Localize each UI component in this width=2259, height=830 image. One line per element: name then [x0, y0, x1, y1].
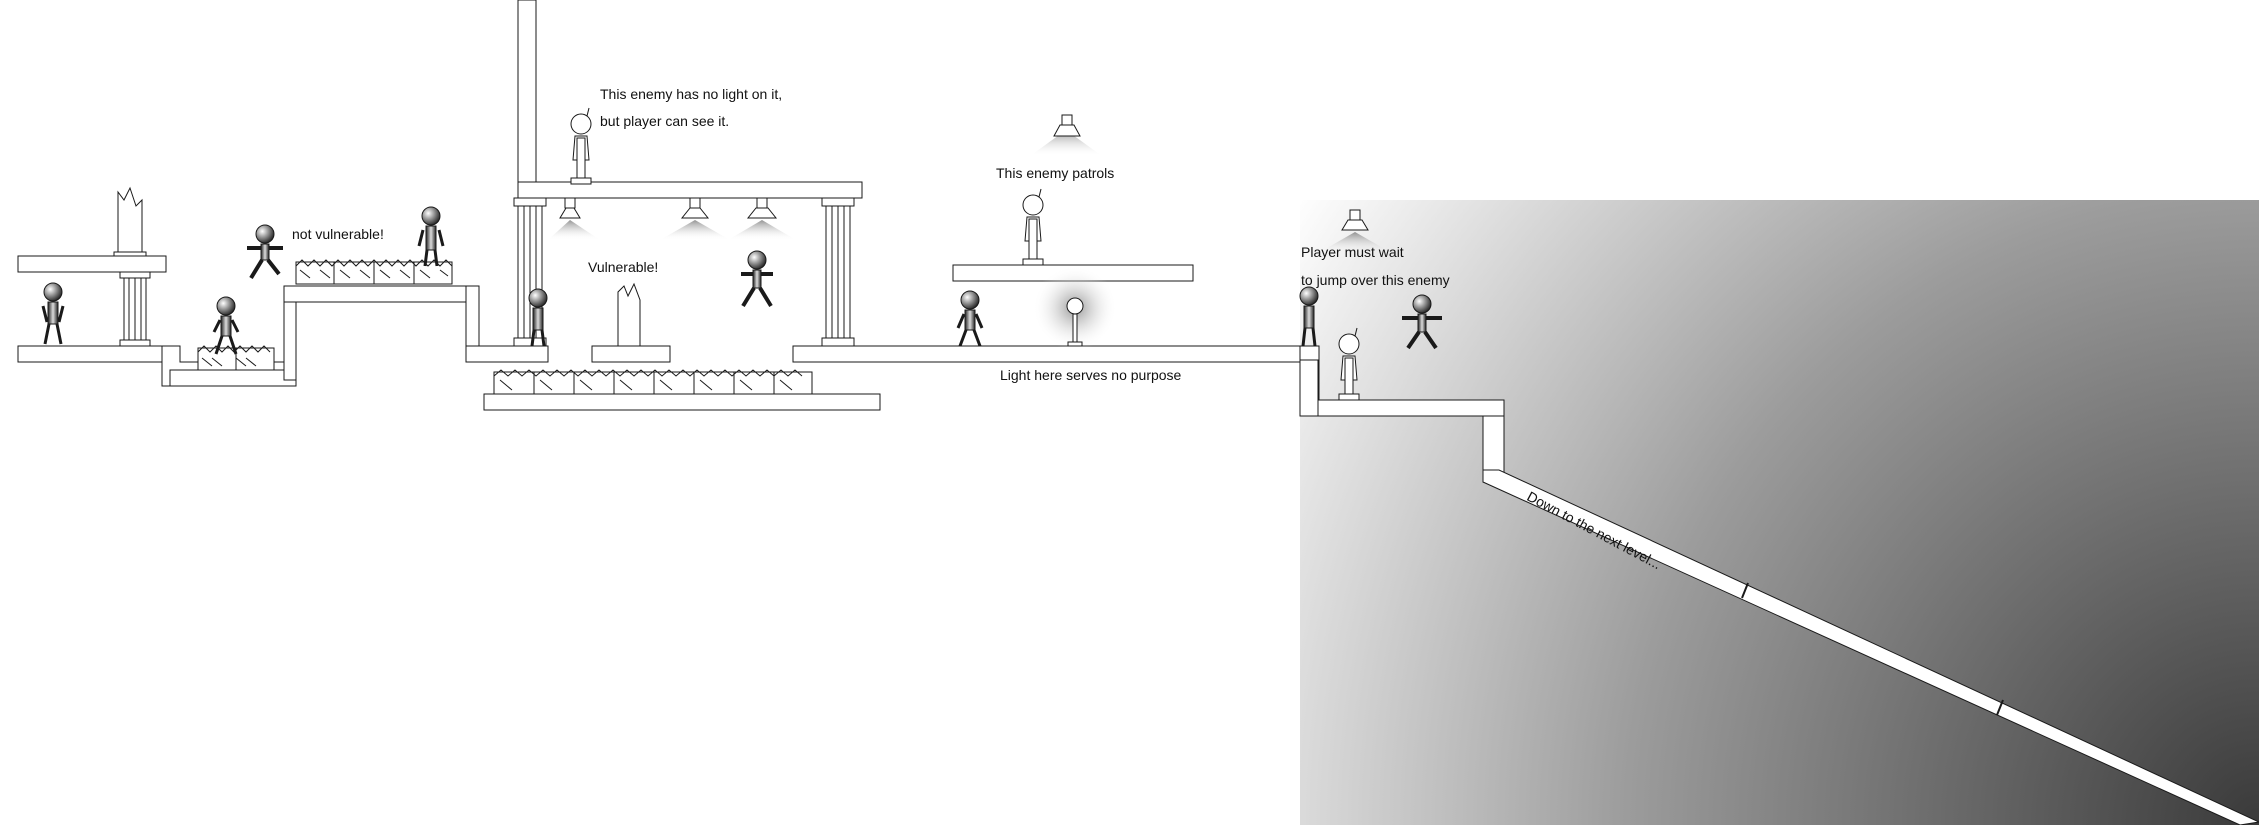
step-block-1b: [169, 369, 297, 387]
roof-platform: [517, 181, 863, 199]
character-behind-pillar: [528, 288, 548, 347]
platform-middle-raised: [283, 285, 480, 303]
light-orb: [1033, 266, 1117, 350]
character-spike-pit: [212, 296, 240, 355]
lamp-patrol: [1030, 114, 1102, 156]
spike-pit-bottom: [493, 371, 813, 395]
enemy-right: [1338, 327, 1360, 401]
character-jumping-left: [247, 224, 283, 280]
platform-step-down: [465, 345, 549, 363]
ramp-seam-1: [1741, 582, 1749, 599]
broken-pillar-left: [113, 186, 147, 257]
pillar-left: [119, 271, 151, 347]
platform-ground-left: [17, 345, 181, 363]
character-on-spikes: [417, 206, 445, 267]
ramp-seam-2: [1996, 699, 2004, 716]
annotation-vulnerable: Vulnerable!: [588, 259, 659, 275]
annotation-no-light-line1: This enemy has no light on it,: [600, 86, 783, 102]
pedestal-hall: [591, 345, 671, 363]
lamp-hall-2: [660, 197, 730, 240]
character-left-ground: [41, 282, 65, 345]
character-right-post: [1299, 286, 1319, 347]
post-right: [1299, 359, 1319, 417]
annotation-wait-line2: to jump over this enemy: [1301, 272, 1450, 288]
annotation-not-vulnerable: not vulnerable!: [292, 226, 384, 242]
annotation-wait-line1: Player must wait: [1301, 244, 1404, 260]
ramp-down: [1482, 469, 2259, 826]
darkness-gradient: [1300, 200, 2259, 825]
floor-bottom: [483, 393, 881, 411]
character-jumping-hall: [741, 250, 773, 308]
annotation-light-no-purpose: Light here serves no purpose: [1000, 367, 1182, 383]
tall-pole: [517, 0, 537, 197]
character-jumping-right: [1402, 294, 1442, 350]
character-walking-middle: [956, 290, 984, 347]
spikes-bottom: [493, 369, 803, 394]
enemy-roof: [570, 107, 592, 185]
platform-right-low: [1299, 399, 1505, 417]
annotation-no-light-line2: but player can see it.: [600, 113, 730, 129]
lamp-right: [1320, 209, 1390, 252]
annotation-patrols: This enemy patrols: [996, 165, 1115, 181]
platform-long: [792, 345, 1320, 363]
pillar-hall-right: [821, 197, 855, 347]
lamp-hall-3: [728, 197, 796, 240]
platform-upper-left: [17, 255, 167, 273]
enemy-patrol: [1022, 188, 1044, 266]
lamp-hall-1: [548, 197, 600, 240]
broken-pillar-hall: [617, 282, 641, 347]
